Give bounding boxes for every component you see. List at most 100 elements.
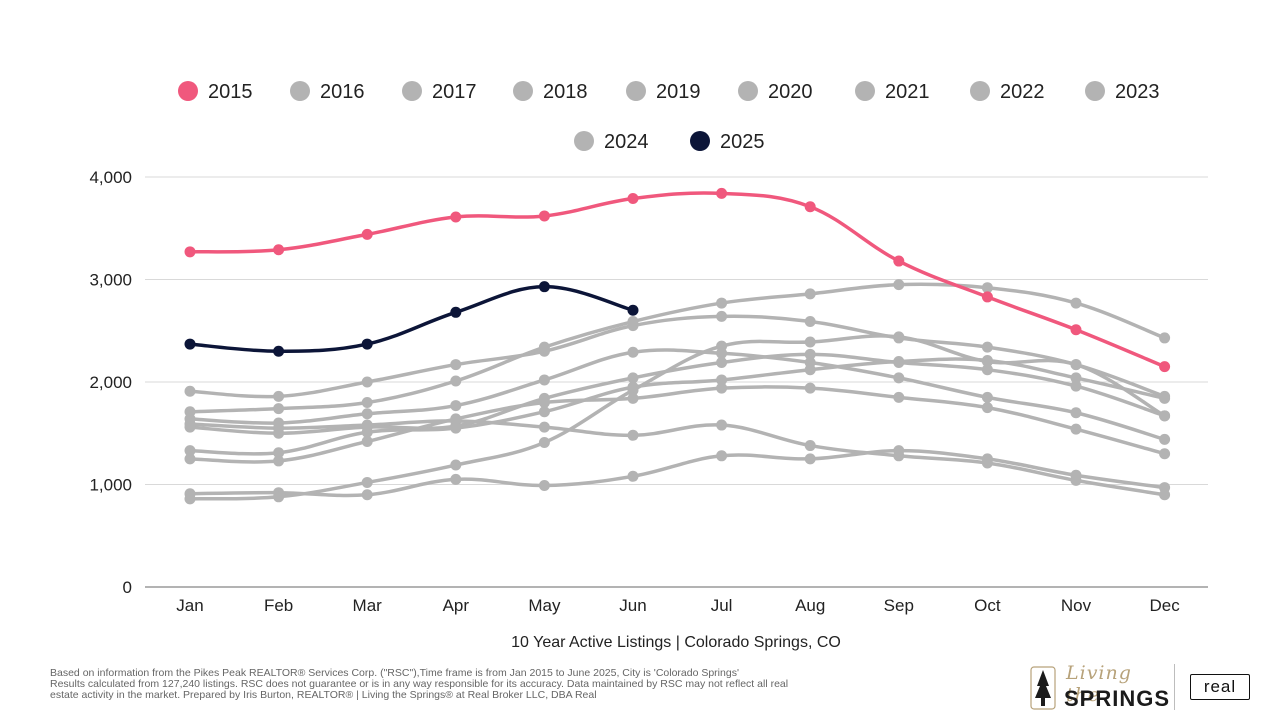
legend-item-2024: 2024 [574, 131, 649, 153]
data-point-2020-Jan [184, 418, 196, 430]
data-point-2015-Jan [184, 246, 196, 258]
source-disclaimer: Based on information from the Pikes Peak… [50, 668, 990, 701]
data-point-2024-Feb [273, 455, 285, 467]
data-point-2021-Sep [893, 445, 905, 457]
legend-item-2017: 2017 [402, 81, 477, 103]
data-point-2017-Nov [1070, 297, 1082, 309]
x-tick-label: Sep [884, 596, 914, 615]
data-point-2020-Jun [627, 429, 639, 441]
data-point-2024-Jan [184, 453, 196, 465]
data-point-2023-Jul [716, 374, 728, 386]
data-point-2023-Jan [184, 445, 196, 457]
x-tick-label: Oct [974, 596, 1001, 615]
data-point-2017-Jul [716, 297, 728, 309]
legend-marker [290, 81, 310, 101]
data-point-2017-Mar [361, 397, 373, 408]
data-point-2023-Sep [893, 356, 905, 367]
data-point-2022-Apr [450, 459, 462, 471]
data-point-2017-May [538, 341, 550, 353]
series-2024 [184, 382, 1171, 467]
brand-script-text: Living the [1066, 662, 1132, 706]
series-line-2019 [188, 352, 1167, 435]
data-point-2022-Sep [893, 331, 905, 343]
data-point-2019-Jun [627, 372, 639, 384]
series-2025 [184, 281, 639, 357]
legend-label: 2025 [720, 131, 765, 153]
series-2023 [184, 354, 1171, 459]
legend-marker [855, 81, 875, 101]
data-point-2023-Dec [1159, 392, 1171, 404]
data-point-2022-May [538, 436, 550, 448]
disclaimer-line-3: estate activity in the market. Prepared … [50, 689, 597, 701]
legend-item-2019: 2019 [626, 81, 701, 103]
data-point-2015-Nov [1070, 324, 1082, 336]
series-2016 [184, 310, 1171, 402]
legend-marker [178, 81, 198, 101]
data-point-2024-Dec [1159, 448, 1171, 460]
data-point-2022-Jul [716, 340, 728, 352]
real-brokerage-logo: real [1190, 674, 1250, 700]
data-point-2016-Apr [450, 359, 462, 371]
data-point-2020-Aug [804, 440, 816, 452]
data-point-2025-Apr [450, 306, 462, 318]
data-point-2017-Feb [273, 403, 285, 415]
data-point-2016-Oct [981, 341, 993, 353]
data-point-2024-Aug [804, 382, 816, 394]
legend-item-2020: 2020 [738, 81, 813, 103]
data-point-2018-Jun [627, 346, 639, 358]
data-point-2025-Jan [184, 338, 196, 350]
data-point-2021-Oct [981, 453, 993, 465]
data-point-2018-May [538, 374, 550, 386]
x-tick-label: Aug [795, 596, 825, 615]
legend-label: 2016 [320, 81, 365, 103]
chart-legend: 2015 2016 2017 2018 2019 2020 2021 2022 2023 2024… [178, 81, 1160, 153]
data-point-2015-May [538, 210, 550, 222]
legend-label: 2017 [432, 81, 477, 103]
data-point-2023-Feb [273, 447, 285, 459]
y-tick-label: 4,000 [89, 168, 132, 187]
legend-marker [690, 131, 710, 151]
x-tick-label: Dec [1149, 596, 1180, 615]
disclaimer-line-1: Based on information from the Pikes Peak… [50, 667, 739, 679]
data-point-2021-Aug [804, 453, 816, 465]
data-point-2024-Nov [1070, 423, 1082, 435]
legend-marker [574, 131, 594, 151]
data-point-2018-Sep [893, 372, 905, 384]
data-point-2021-May [538, 480, 550, 492]
data-point-2015-Aug [804, 201, 816, 213]
data-point-2022-Mar [361, 476, 373, 488]
data-point-2023-Aug [804, 364, 816, 376]
data-point-2016-Jul [716, 310, 728, 322]
data-point-2019-Oct [981, 364, 993, 376]
series-line-2015 [188, 191, 1167, 369]
legend-item-2022: 2022 [970, 81, 1045, 103]
data-point-2016-Feb [273, 390, 285, 402]
real-logo-text: real [1203, 677, 1237, 696]
x-tick-label: Mar [353, 596, 383, 615]
series-line-2025 [188, 284, 635, 353]
x-tick-label: May [528, 596, 561, 615]
x-tick-label: Jan [176, 596, 203, 615]
data-point-2018-Oct [981, 391, 993, 403]
data-point-2015-Feb [273, 244, 285, 256]
data-point-2017-Aug [804, 288, 816, 300]
data-point-2016-Jan [184, 385, 196, 397]
series-line-2017 [188, 282, 1167, 414]
data-point-2019-Jul [716, 357, 728, 369]
x-axis-ticks: Jan Feb Mar Apr May Jun Jul Aug Sep Oct Nov Dec [176, 596, 1180, 615]
data-point-2017-Apr [450, 375, 462, 387]
legend-label: 2021 [885, 81, 930, 103]
series-line-2020 [188, 419, 1167, 497]
data-point-2018-Nov [1070, 407, 1082, 419]
data-point-2021-Jul [716, 450, 728, 462]
x-tick-label: Feb [264, 596, 293, 615]
data-point-2021-Jun [627, 470, 639, 482]
legend-item-2025: 2025 [690, 131, 765, 153]
data-point-2022-Jan [184, 493, 196, 505]
series-line-2018 [188, 348, 1167, 442]
data-point-2024-Jun [627, 392, 639, 404]
y-tick-label: 1,000 [89, 476, 132, 495]
legend-label: 2023 [1115, 81, 1160, 103]
data-point-2018-Mar [361, 408, 373, 420]
